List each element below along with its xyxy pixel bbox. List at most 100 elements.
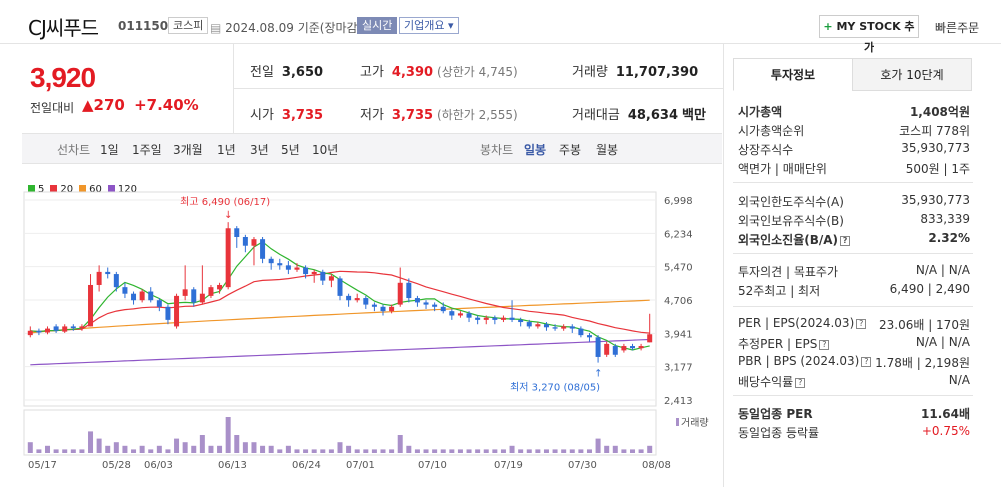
candle-body (466, 313, 472, 318)
volume-bar (371, 449, 377, 453)
candle-chart-label[interactable]: 봉차트 (480, 143, 514, 157)
candle-body (122, 287, 128, 294)
stat-high: 고가 4,390 (상한가 4,745) (360, 61, 518, 80)
info-row: PBR | BPS (2024.03)? 1.78배 | 2,198원 (738, 354, 970, 373)
candle-monthly[interactable]: 월봉 (596, 143, 619, 157)
period-3m[interactable]: 3개월 (173, 143, 203, 157)
period-1d[interactable]: 1일 (100, 143, 119, 157)
candle-body (423, 302, 429, 305)
high-label: 고가 (360, 65, 384, 80)
low-label: 저가 (360, 108, 384, 123)
volume-bar (165, 449, 171, 453)
period-10y[interactable]: 10년 (312, 143, 339, 157)
volume-bar (595, 438, 601, 453)
ma120-line (30, 338, 650, 366)
info-key: 배당수익률? (738, 373, 806, 390)
volume-bar (518, 449, 524, 453)
candle-body (45, 328, 51, 333)
info-value: 500원 | 1주 (905, 162, 970, 176)
y-tick-label: 6,998 (664, 196, 693, 207)
y-tick-label: 3,941 (664, 329, 693, 340)
volume-bar (561, 449, 567, 453)
volume-bar (346, 445, 352, 453)
info-row: 상장주식수 35,930,773 (738, 141, 970, 160)
help-icon[interactable]: ? (819, 339, 830, 350)
volume-bar (174, 438, 180, 453)
volume-bar (543, 449, 549, 453)
volume-bar (208, 445, 214, 453)
volume-bar (466, 449, 472, 453)
x-tick-label: 06/03 (144, 460, 173, 471)
candle-body (578, 328, 584, 336)
info-row: 동일업종 등락률 +0.75% (738, 424, 970, 443)
volume-bar (432, 449, 438, 453)
volume-bar (354, 449, 360, 453)
tab-invest-info[interactable]: 투자정보 (733, 58, 853, 91)
help-icon[interactable]: ? (856, 318, 867, 329)
volume-frame (23, 409, 657, 456)
volume-bar (234, 435, 240, 453)
info-value: 23.06배 | 170원 (878, 318, 970, 332)
candle-body (131, 293, 137, 301)
company-overview-dropdown[interactable]: 기업개요 ▾ (399, 17, 459, 34)
volume-bar (475, 449, 481, 453)
volume-bar (70, 449, 76, 453)
candle-body (105, 271, 111, 275)
candle-body (371, 304, 377, 307)
candle-body (199, 293, 205, 303)
info-key: PBR | BPS (2024.03)? (738, 354, 872, 368)
add-mystock-button[interactable]: + MY STOCK 추가 (819, 15, 919, 54)
candle-body (552, 327, 558, 329)
candle-body (457, 313, 463, 316)
high-value: 4,390 (391, 65, 434, 80)
candle-body (483, 317, 489, 320)
candle-body (268, 258, 274, 264)
info-value: N/A | N/A (915, 335, 970, 349)
info-value: 35,930,773 (901, 193, 970, 207)
candle-body (88, 284, 94, 327)
candle-body (234, 228, 240, 237)
help-icon[interactable]: ? (795, 377, 806, 388)
help-icon[interactable]: ? (840, 235, 851, 246)
info-value: N/A (948, 373, 970, 387)
y-tick-label: 6,234 (664, 229, 693, 240)
divider (733, 306, 973, 307)
info-key: PER | EPS(2024.03)? (738, 316, 867, 330)
volume-bar (96, 438, 102, 453)
period-5y[interactable]: 5년 (281, 143, 300, 157)
candle-weekly[interactable]: 주봉 (559, 143, 582, 157)
volume-legend-label: 거래량 (681, 417, 709, 429)
volume-bar (260, 445, 266, 453)
candle-body (328, 276, 334, 281)
candle-body (492, 317, 498, 320)
period-3y[interactable]: 3년 (250, 143, 269, 157)
tab-orderbook[interactable]: 호가 10단계 (852, 58, 972, 91)
candle-daily[interactable]: 일봉 (524, 143, 547, 157)
candle-body (174, 295, 180, 327)
line-chart-label[interactable]: 선차트 (57, 143, 91, 157)
volume-bar (113, 442, 119, 453)
realtime-button[interactable]: 실시간 (357, 17, 398, 34)
divider (733, 253, 973, 254)
candle-body (475, 317, 481, 320)
quick-order-link[interactable]: 빠른주문 (935, 21, 980, 35)
period-1y[interactable]: 1년 (217, 143, 236, 157)
y-tick-label: 2,413 (664, 396, 693, 407)
volume-bar (604, 445, 610, 453)
period-1w[interactable]: 1주일 (132, 143, 162, 157)
ma60-line (30, 299, 650, 334)
volume-bar (45, 445, 51, 453)
up-arrow-icon: ↑ (594, 369, 602, 380)
candle-body (225, 228, 231, 288)
candle-body (208, 287, 214, 296)
volume-value: 11,707,390 (615, 65, 699, 80)
candle-body (509, 317, 515, 320)
help-icon[interactable]: ? (861, 356, 872, 367)
volume-bar (423, 449, 429, 453)
volume-bar (277, 449, 283, 453)
date-basis: 기준(장마감) (297, 21, 363, 35)
volume-bar (457, 449, 463, 453)
volume-bar (328, 449, 334, 453)
volume-bar (251, 442, 257, 453)
stat-low: 저가 3,735 (하한가 2,555) (360, 104, 518, 123)
